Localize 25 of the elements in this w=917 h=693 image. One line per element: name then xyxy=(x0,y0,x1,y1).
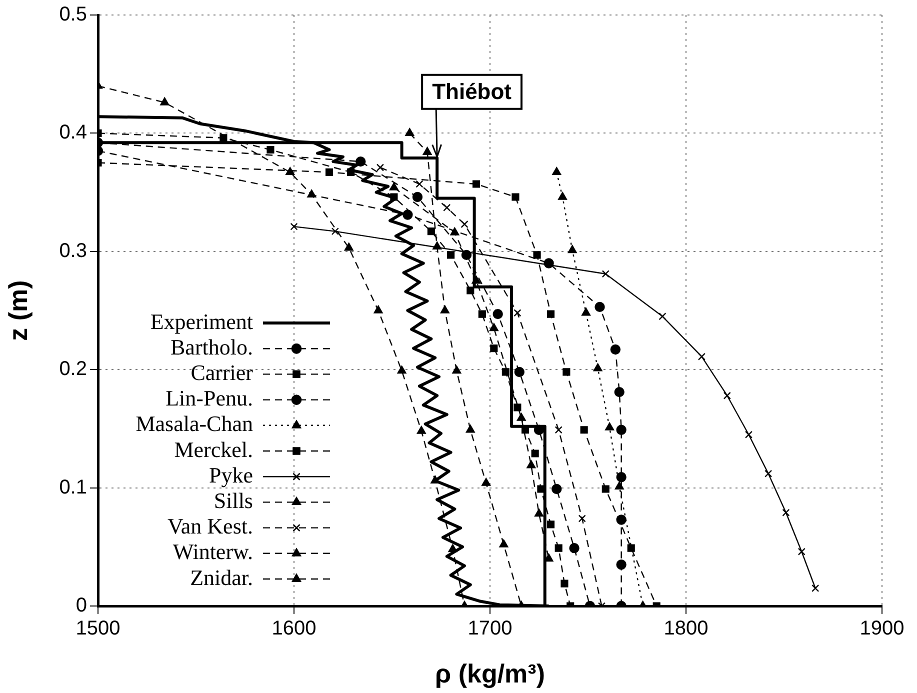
legend-label: Masala-Chan xyxy=(136,411,253,436)
x-tick-label: 1500 xyxy=(76,618,120,640)
y-tick-label: 0.5 xyxy=(59,4,87,26)
y-axis-title: z (m) xyxy=(2,280,33,341)
legend-label: Pyke xyxy=(209,462,253,488)
y-tick-label: 0.3 xyxy=(59,240,87,262)
legend-label: Winterw. xyxy=(172,539,253,564)
annotation: Thiébot xyxy=(432,78,512,104)
x-axis-title: ρ (kg/m³) xyxy=(435,658,545,689)
legend-label: Van Kest. xyxy=(167,514,253,539)
legend-label: Carrier xyxy=(190,360,254,385)
x-tick-label: 1900 xyxy=(860,618,904,640)
legend-label: Znidar. xyxy=(190,564,253,590)
x-tick-label: 1600 xyxy=(272,618,316,640)
legend-label: Bartholo. xyxy=(170,334,253,360)
legend-label: Merckel. xyxy=(174,436,253,462)
x-tick-label: 1800 xyxy=(664,618,708,640)
x-tick-label: 1700 xyxy=(468,618,512,640)
legend-label: Lin-Penu. xyxy=(166,386,253,411)
y-tick-label: 0.2 xyxy=(59,358,87,380)
y-tick-label: 0.1 xyxy=(59,476,87,498)
y-tick-label: 0 xyxy=(76,594,87,617)
legend-label: Experiment xyxy=(150,308,253,334)
legend-label: Sills xyxy=(214,488,253,513)
y-tick-label: 0.4 xyxy=(59,122,87,144)
